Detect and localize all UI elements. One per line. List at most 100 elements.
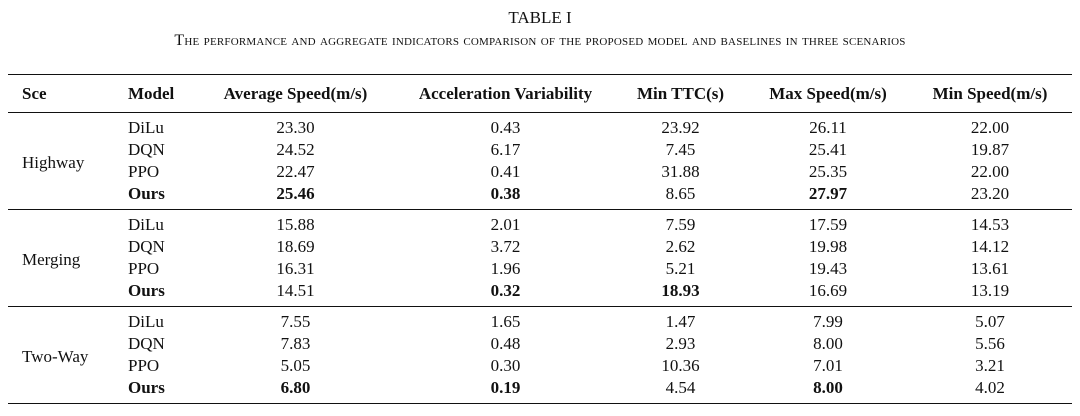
value-cell: 6.80 bbox=[193, 377, 398, 404]
value-cell: 23.92 bbox=[661, 118, 700, 137]
bold-text: Ours bbox=[128, 184, 165, 203]
value-cell: 4.54 bbox=[665, 378, 696, 397]
column-header: Acceleration Variability bbox=[418, 83, 593, 103]
value-cell: 23.30 bbox=[276, 118, 315, 137]
value-cell: 1.96 bbox=[490, 259, 521, 278]
scenario-cell: Two-Way bbox=[22, 347, 89, 366]
table-row: PPO 5.05 0.30 10.36 7.01 3.21 bbox=[8, 355, 1072, 377]
value-cell: 7.01 bbox=[813, 356, 843, 375]
table-row: Merging DiLu 15.88 2.01 7.59 17.59 14.53 bbox=[8, 210, 1072, 269]
value-cell: 6.17 bbox=[490, 140, 521, 159]
bold-text: Ours bbox=[128, 378, 165, 397]
value-cell: 18.93 bbox=[613, 280, 748, 307]
column-header: Sce bbox=[22, 83, 47, 103]
value-cell: 19.98 bbox=[808, 237, 848, 256]
value-cell: 8.00 bbox=[813, 334, 843, 353]
value-cell: 7.83 bbox=[280, 334, 311, 353]
value-cell: 5.05 bbox=[280, 356, 311, 375]
column-header: Model bbox=[128, 83, 175, 103]
value-cell: 22.00 bbox=[970, 118, 1010, 137]
scenario-cell: Highway bbox=[22, 153, 85, 172]
value-cell: 5.21 bbox=[665, 259, 696, 278]
header-row: Sce Model Average Speed(m/s) Acceleration V… bbox=[8, 74, 1072, 113]
value-cell: 0.32 bbox=[398, 280, 613, 307]
value-cell: 2.62 bbox=[665, 237, 696, 256]
value-cell: 19.87 bbox=[970, 140, 1010, 159]
model-cell: Ours bbox=[108, 280, 193, 307]
value-cell: 14.53 bbox=[970, 215, 1010, 234]
scenario-group: Highway DiLu 23.30 0.43 23.92 26.11 22.00 DQN 24… bbox=[8, 113, 1072, 210]
value-cell: 7.59 bbox=[665, 215, 696, 234]
table-row: Ours 25.46 0.38 8.65 27.97 23.20 bbox=[8, 183, 1072, 210]
model-cell: PPO bbox=[128, 356, 160, 375]
results-table: Sce Model Average Speed(m/s) Acceleration V… bbox=[8, 74, 1072, 404]
value-cell: 8.65 bbox=[665, 184, 696, 203]
scenario-group: Two-Way DiLu 7.55 1.65 1.47 7.99 5.07 DQN 7.83 0.… bbox=[8, 307, 1072, 404]
scenario-cell: Merging bbox=[22, 250, 81, 269]
bold-text: 27.97 bbox=[808, 184, 848, 203]
model-cell: Ours bbox=[108, 377, 193, 404]
value-cell: 22.47 bbox=[276, 162, 315, 181]
value-cell: 13.19 bbox=[970, 281, 1010, 300]
table-row: Ours 6.80 0.19 4.54 8.00 4.02 bbox=[8, 377, 1072, 404]
table-row: PPO 22.47 0.41 31.88 25.35 22.00 bbox=[8, 161, 1072, 183]
model-cell: Ours bbox=[108, 183, 193, 210]
table-row: Highway DiLu 23.30 0.43 23.92 26.11 22.00 bbox=[8, 113, 1072, 172]
value-cell: 2.93 bbox=[665, 334, 696, 353]
value-cell: 7.45 bbox=[665, 140, 696, 159]
value-cell: 16.69 bbox=[808, 281, 848, 300]
value-cell: 0.19 bbox=[398, 377, 613, 404]
column-header: Max Speed(m/s) bbox=[769, 83, 887, 103]
value-cell: 19.43 bbox=[808, 259, 848, 278]
bold-text: 0.19 bbox=[490, 378, 521, 397]
value-cell: 4.02 bbox=[975, 378, 1005, 397]
value-cell: 8.00 bbox=[748, 377, 908, 404]
scenario-group: Merging DiLu 15.88 2.01 7.59 17.59 14.53 DQN 18.… bbox=[8, 210, 1072, 307]
value-cell: 17.59 bbox=[808, 215, 848, 234]
model-cell: PPO bbox=[128, 259, 160, 278]
bold-text: 0.38 bbox=[490, 184, 521, 203]
model-cell: DQN bbox=[128, 237, 165, 256]
value-cell: 7.99 bbox=[813, 312, 843, 331]
value-cell: 0.38 bbox=[398, 183, 613, 210]
value-cell: 0.48 bbox=[490, 334, 521, 353]
column-header: Min Speed(m/s) bbox=[932, 83, 1048, 103]
value-cell: 7.55 bbox=[280, 312, 311, 331]
value-cell: 3.21 bbox=[975, 356, 1005, 375]
value-cell: 16.31 bbox=[276, 259, 315, 278]
bold-text: 25.46 bbox=[276, 184, 315, 203]
value-cell: 1.65 bbox=[490, 312, 521, 331]
value-cell: 25.41 bbox=[808, 140, 848, 159]
table-row: Two-Way DiLu 7.55 1.65 1.47 7.99 5.07 bbox=[8, 307, 1072, 366]
value-cell: 27.97 bbox=[748, 183, 908, 210]
value-cell: 5.56 bbox=[975, 334, 1005, 353]
model-cell: DiLu bbox=[128, 118, 164, 137]
bold-text: 6.80 bbox=[280, 378, 311, 397]
value-cell: 5.07 bbox=[975, 312, 1005, 331]
value-cell: 24.52 bbox=[276, 140, 315, 159]
bold-text: 8.00 bbox=[813, 378, 843, 397]
value-cell: 14.51 bbox=[276, 281, 315, 300]
model-cell: PPO bbox=[128, 162, 160, 181]
model-cell: DiLu bbox=[128, 215, 164, 234]
table-row: DQN 18.69 3.72 2.62 19.98 14.12 bbox=[8, 236, 1072, 258]
value-cell: 26.11 bbox=[809, 118, 847, 137]
model-cell: DQN bbox=[128, 140, 165, 159]
value-cell: 0.41 bbox=[490, 162, 521, 181]
table-row: Ours 14.51 0.32 18.93 16.69 13.19 bbox=[8, 280, 1072, 307]
value-cell: 22.00 bbox=[970, 162, 1010, 181]
table-label: TABLE I bbox=[508, 8, 572, 27]
bold-text: Ours bbox=[128, 281, 165, 300]
table-row: DQN 7.83 0.48 2.93 8.00 5.56 bbox=[8, 333, 1072, 355]
bold-text: 18.93 bbox=[661, 281, 700, 300]
value-cell: 25.35 bbox=[808, 162, 848, 181]
value-cell: 1.47 bbox=[665, 312, 696, 331]
value-cell: 2.01 bbox=[490, 215, 521, 234]
column-header: Min TTC(s) bbox=[636, 83, 725, 103]
model-cell: DiLu bbox=[128, 312, 164, 331]
value-cell: 31.88 bbox=[661, 162, 700, 181]
value-cell: 23.20 bbox=[970, 184, 1010, 203]
bold-text: 0.32 bbox=[490, 281, 521, 300]
value-cell: 0.30 bbox=[490, 356, 521, 375]
